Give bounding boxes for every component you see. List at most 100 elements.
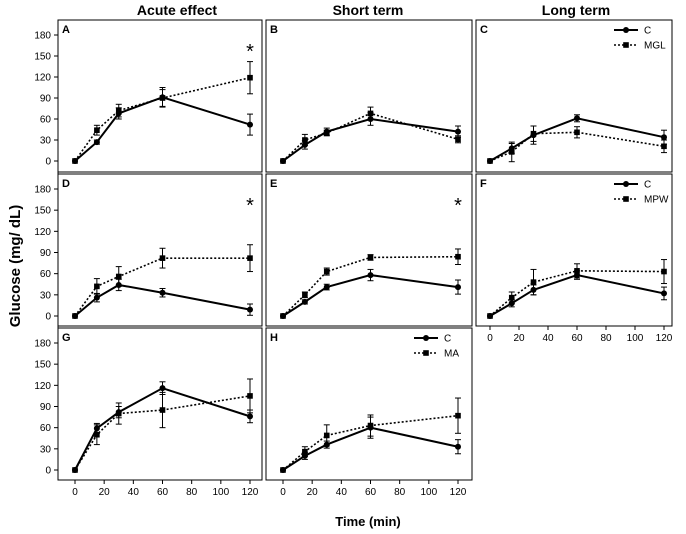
series-line-MGL [489,131,665,162]
y-tick-label: 180 [34,31,51,42]
x-axis-label: Time (min) [335,514,401,529]
panel-G: G [62,332,253,473]
legend-marker [623,27,629,33]
data-point-MGL [280,158,286,164]
data-point-MPW [455,253,461,260]
panel-letter: D [62,178,70,190]
y-tick-label: 90 [40,248,52,259]
x-tick-label: 20 [99,487,111,498]
data-point-C [455,128,461,135]
y-tick-label: 30 [40,290,52,301]
data-point-C [661,134,667,141]
panel-frame-r1c0 [57,173,263,327]
y-tick-label: 0 [45,466,51,477]
x-tick-label: 0 [72,487,78,498]
legend-marker [623,196,629,202]
x-tick-label: 40 [336,487,348,498]
data-point-MGL [115,107,122,114]
y-tick-label: 60 [40,423,52,434]
data-point-MA [115,410,122,417]
panel-frame-r2c0 [57,327,263,481]
significance-star: * [246,195,254,217]
y-tick-label: 30 [40,444,52,455]
panel-letter: G [62,332,71,344]
data-point-MGL [159,95,166,101]
data-point-MA [302,448,308,455]
data-point-MPW [115,273,122,280]
panel-E: E* [270,178,462,319]
data-point-C [93,294,100,301]
data-point-MPW [302,292,308,298]
data-point-MGL [455,136,461,143]
panels: 0 30 60 90 120 150 180 0 30 60 90 120 150 180 0 30 60 90 1… [34,19,673,498]
data-point-MA [94,431,100,438]
series-line-MGL [74,76,251,162]
legend-marker [423,335,429,341]
data-point-C [323,284,330,291]
column-title-short: Short term [333,2,404,18]
data-point-MA [247,393,253,399]
legend-label: MGL [644,41,666,52]
x-tick-label: 120 [450,487,467,498]
data-point-MPW [574,268,580,274]
legend-marker [423,350,429,356]
data-point-C [367,272,374,279]
y-tick-label: 150 [34,52,51,63]
data-point-MGL [367,110,374,117]
y-tick-label: 120 [34,227,51,238]
y-tick-label: 0 [45,312,51,323]
panel-B: B [270,24,461,164]
x-tick-label: 80 [186,487,198,498]
y-axis-label: Glucose (mg/ dL) [7,205,24,328]
data-point-MGL [661,143,667,150]
significance-star: * [454,195,462,217]
significance-star: * [246,41,254,63]
panel-C: C C MGL [480,24,667,164]
data-point-MPW [247,255,253,261]
y-tick-label: 90 [40,402,52,413]
data-point-MA [367,422,374,429]
panel-F: F C MPW [480,178,669,319]
data-point-MGL [302,137,308,143]
data-point-MPW [367,254,374,261]
data-point-MPW [323,268,330,275]
data-point-MGL [508,149,515,155]
data-point-C [661,290,667,297]
legend-marker [623,42,629,48]
panel-A: A* [62,24,254,164]
data-point-MA [72,467,78,473]
series-line-MPW [282,255,459,317]
data-point-C [159,385,166,392]
x-tick-label: 120 [656,333,673,344]
data-point-MGL [72,158,78,164]
x-tick-label: 0 [280,487,286,498]
data-point-C [247,413,253,420]
data-point-MA [159,407,166,413]
data-point-MPW [280,313,286,319]
data-point-C [93,139,100,146]
legend-label: C [644,26,651,37]
y-tick-label: 30 [40,136,52,147]
x-tick-label: 60 [365,487,377,498]
series-line-C [489,117,665,162]
legend-label: MA [444,349,459,360]
panel-letter: A [62,24,70,36]
x-tick-label: 120 [242,487,259,498]
data-point-MGL [94,127,100,133]
data-point-MGL [530,130,537,137]
panel-frame-r0c2 [475,19,673,173]
x-tick-label: 40 [542,333,554,344]
data-point-C [247,306,253,313]
y-tick-label: 60 [40,115,52,126]
data-point-C [301,298,308,305]
data-point-MPW [661,268,667,275]
data-point-C [574,115,580,122]
x-tick-label: 40 [128,487,140,498]
column-title-long: Long term [542,2,610,18]
y-tick-label: 150 [34,206,51,217]
y-tick-label: 180 [34,339,51,350]
data-point-MGL [323,130,330,136]
x-tick-label: 100 [420,487,437,498]
data-point-C [455,284,461,291]
x-tick-label: 80 [394,487,406,498]
